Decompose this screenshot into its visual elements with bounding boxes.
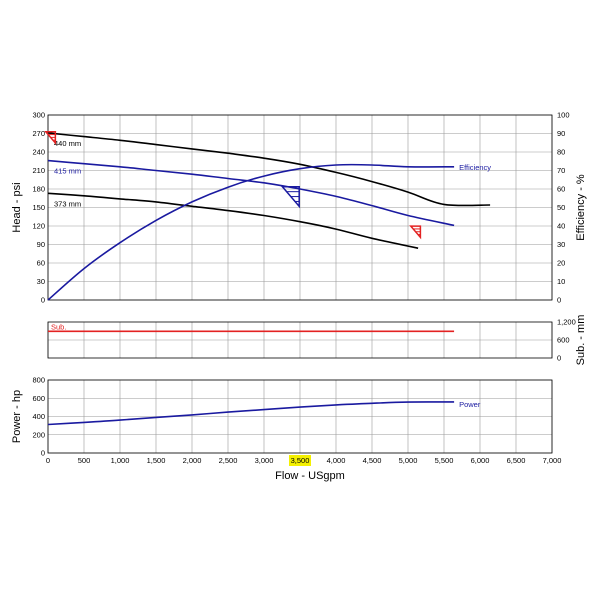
y-tick-label: 30 xyxy=(37,277,45,286)
y2-axis-title: Efficiency - % xyxy=(575,174,587,241)
y2-tick-label: 10 xyxy=(557,277,565,286)
y2-axis-title: Sub. - mm xyxy=(575,315,587,366)
plot-frame xyxy=(47,114,553,301)
bep-marker-blue xyxy=(280,186,300,209)
y-tick-label: 60 xyxy=(37,259,45,268)
series-label: Efficiency xyxy=(459,163,491,172)
y2-tick-label: 70 xyxy=(557,166,565,175)
x-tick-label: 4,000 xyxy=(327,456,346,465)
y-tick-label: 90 xyxy=(37,240,45,249)
y2-tick-label: 50 xyxy=(557,203,565,212)
y-tick-label: 200 xyxy=(32,430,45,439)
y2-tick-label: 20 xyxy=(557,259,565,268)
y2-tick-label: 0 xyxy=(557,296,561,305)
x-tick-label: 6,000 xyxy=(471,456,490,465)
x-tick-label: 500 xyxy=(78,456,91,465)
y2-tick-label: 600 xyxy=(557,336,570,345)
y-tick-label: 400 xyxy=(32,412,45,421)
y2-tick-label: 90 xyxy=(557,129,565,138)
plot-frame xyxy=(47,379,553,454)
series-label: 440 mm xyxy=(54,139,81,148)
y-axis-title: Power - hp xyxy=(11,390,23,443)
x-tick-highlight xyxy=(289,455,311,466)
x-tick-label: 1,000 xyxy=(111,456,130,465)
plot-frame xyxy=(47,321,553,359)
series-line-efficiency xyxy=(47,163,455,301)
x-axis-title: Flow - USgpm xyxy=(275,470,345,482)
power-panel: 0 200 400 600 800 Power - hp 0 500 1,000 1,500 2,0… xyxy=(11,376,561,483)
y-tick-label: 600 xyxy=(32,394,45,403)
x-tick-label: 3,000 xyxy=(255,456,274,465)
submergence-panel: 0 600 1,200 Sub. - mm Sub. xyxy=(47,315,587,366)
x-tick-label: 2,000 xyxy=(183,456,202,465)
y2-tick-label: 30 xyxy=(557,240,565,249)
x-tick-label: 7,000 xyxy=(543,456,562,465)
y-tick-label: 0 xyxy=(41,449,45,458)
series-label: 373 mm xyxy=(54,199,81,208)
y-tick-label: 300 xyxy=(32,111,45,120)
y-tick-label: 120 xyxy=(32,222,45,231)
x-tick-label: 3,500 xyxy=(291,456,310,465)
y-tick-label: 240 xyxy=(32,148,45,157)
x-tick-label: 1,500 xyxy=(147,456,166,465)
series-label: Power xyxy=(459,400,481,409)
y2-tick-label: 40 xyxy=(557,222,565,231)
head-panel: 0 30 60 90 120 150 180 210 240 270 300 0 10 20 30 40 50 6… xyxy=(11,111,587,305)
y-tick-label: 0 xyxy=(41,296,45,305)
x-tick-label: 2,500 xyxy=(219,456,238,465)
series-label: Sub. xyxy=(51,322,66,331)
y-tick-label: 800 xyxy=(32,376,45,385)
bep-marker-red xyxy=(409,225,422,240)
y-tick-label: 180 xyxy=(32,185,45,194)
x-tick-label: 6,500 xyxy=(507,456,526,465)
series-line-440-mm xyxy=(47,132,491,207)
y2-tick-label: 80 xyxy=(557,148,565,157)
x-tick-label: 4,500 xyxy=(363,456,382,465)
series-line-power xyxy=(47,401,455,426)
y2-tick-label: 1,200 xyxy=(557,318,576,327)
y-tick-label: 150 xyxy=(32,203,45,212)
y2-tick-label: 100 xyxy=(557,111,570,120)
y2-tick-label: 60 xyxy=(557,185,565,194)
x-tick-label: 0 xyxy=(46,456,50,465)
y-tick-label: 210 xyxy=(32,166,45,175)
bep-marker-red xyxy=(44,131,57,146)
series-line-373-mm xyxy=(47,192,419,249)
series-label: 415 mm xyxy=(54,167,81,176)
y-tick-label: 270 xyxy=(32,129,45,138)
x-tick-label: 5,000 xyxy=(399,456,418,465)
x-tick-label: 5,500 xyxy=(435,456,454,465)
y-axis-title: Head - psi xyxy=(11,182,23,232)
y2-tick-label: 0 xyxy=(557,354,561,363)
